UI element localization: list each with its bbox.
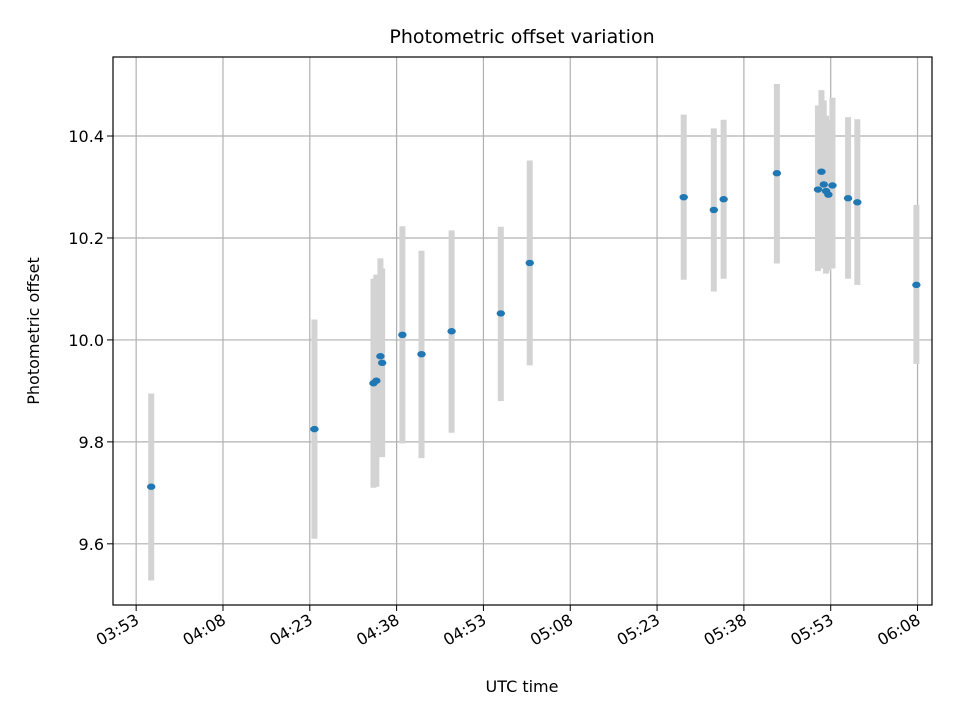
y-tick-label: 10.4 [68,127,104,146]
error-bars [148,84,920,581]
data-point [398,331,407,339]
data-point [709,206,718,214]
x-tick-label: 04:38 [353,610,402,650]
data-points [147,168,921,490]
x-tick-label: 05:23 [614,610,663,650]
plot-frame [112,56,933,606]
data-point [376,353,385,360]
data-point [817,168,826,175]
data-point [719,196,728,203]
x-tick-label: 04:08 [180,610,229,650]
data-point [853,199,862,206]
y-axis-label: Photometric offset [24,257,43,405]
data-point [843,195,853,202]
x-tick-label: 05:53 [787,610,836,650]
x-tick-label: 06:08 [874,610,923,650]
grid [113,57,932,605]
data-point [912,281,921,289]
x-tick-label: 03:53 [93,610,142,650]
x-tick-label: 04:23 [266,610,315,650]
data-point [417,350,426,358]
data-point [147,483,156,490]
data-point [819,181,828,188]
x-tick-label: 04:53 [440,610,489,650]
y-tick-label: 9.8 [79,433,104,452]
data-point [372,377,381,384]
chart-title: Photometric offset variation [389,26,654,48]
data-point [525,259,534,267]
y-tick-label: 10.0 [68,331,104,350]
data-point [447,328,456,335]
data-point [377,359,387,367]
data-point [679,193,688,201]
x-tick-label: 05:08 [527,610,576,650]
data-point [828,182,837,189]
data-point [496,310,505,317]
data-point [310,425,319,433]
data-point [772,170,782,177]
data-point [813,186,823,193]
y-tick-label: 10.2 [68,229,104,248]
x-axis-label: UTC time [486,677,559,696]
y-axis-ticks: 9.6 9.8 10.0 10.2 10.4 [68,127,113,554]
data-point [824,191,833,198]
y-tick-label: 9.6 [79,535,104,554]
x-tick-label: 05:38 [700,610,749,650]
x-axis-ticks: 03:53 04:08 04:23 04:38 04:53 05:08 05:23 05:38… [93,605,924,650]
